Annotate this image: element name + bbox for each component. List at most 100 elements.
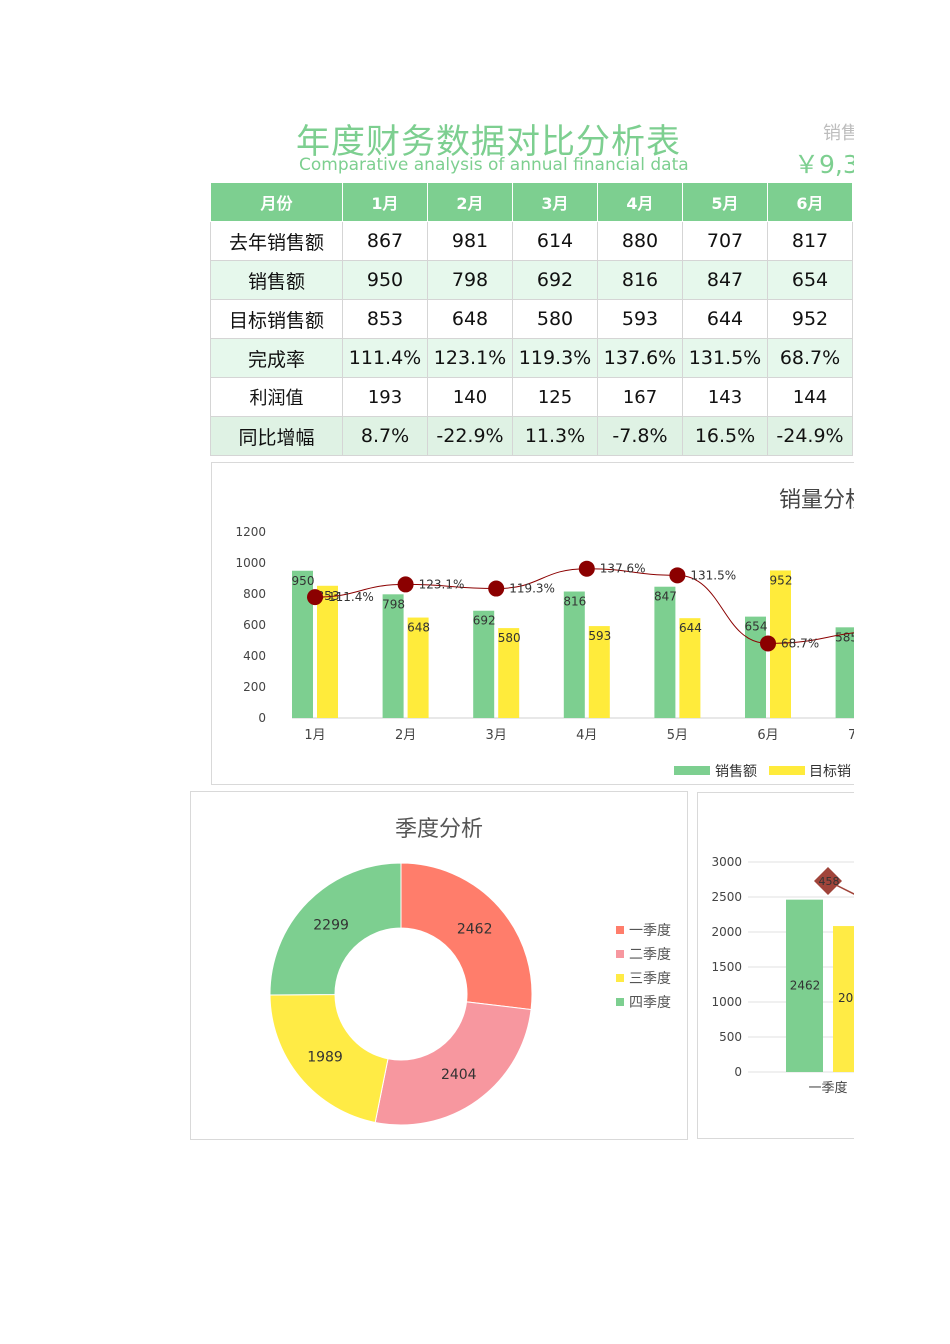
table-cell: 867 — [342, 221, 428, 261]
quarter-chart-panel: 季度分析 2462 2404 1989 2299 一季度 二季度 三季度 四季度 — [190, 791, 688, 1140]
y-tick-label: 400 — [243, 649, 266, 663]
table-cell: 817 — [767, 221, 853, 261]
completion-rate-point — [578, 560, 595, 577]
table-cell: -24.9% — [767, 416, 853, 456]
completion-rate-label: 137.6% — [600, 562, 646, 576]
table-row: 利润值 193 140 125 167 143 144 — [210, 377, 853, 417]
table-cell: 847 — [682, 260, 768, 300]
table-cell: 119.3% — [512, 338, 598, 378]
table-cell: 981 — [427, 221, 513, 261]
bar-label-sales: 816 — [563, 595, 586, 609]
completion-rate-point — [669, 567, 686, 584]
bar-target — [679, 618, 701, 718]
quarter-bar-chart: 0 500 1000 1500 2000 2500 3000 2462 208 一季度 458 — [711, 855, 854, 1096]
completion-rate-label: 68.7% — [781, 636, 819, 650]
legend-swatch — [616, 998, 624, 1006]
table-cell: 952 — [767, 299, 853, 339]
x-tick-label: 1月 — [304, 728, 325, 743]
y-tick-label: 200 — [243, 680, 266, 694]
table-cell: 654 — [767, 260, 853, 300]
x-tick-label: 4月 — [576, 728, 597, 743]
bar-target — [498, 628, 520, 718]
bar-q1-second — [833, 926, 854, 1072]
completion-rate-label: 131.5% — [690, 568, 736, 582]
y-tick-label: 2500 — [711, 890, 742, 904]
legend-label: 二季度 — [629, 947, 671, 963]
donut-slice — [374, 1001, 532, 1126]
dashboard-canvas: 年度财务数据对比分析表 Comparative analysis of annu… — [190, 122, 854, 1140]
page-title: 年度财务数据对比分析表 — [296, 122, 681, 162]
table-cell: 193 — [342, 377, 428, 417]
y-tick-label: 1200 — [235, 525, 266, 539]
legend-swatch — [616, 926, 624, 934]
completion-rate-point — [397, 576, 414, 593]
donut-slice — [400, 862, 533, 1011]
table-cell: 167 — [597, 377, 683, 417]
y-tick-label: 500 — [719, 1030, 742, 1044]
legend-label-target: 目标销 — [809, 764, 851, 780]
bar-label-target: 593 — [588, 629, 611, 643]
bar-label-target: 952 — [770, 573, 793, 587]
table-cell: 123.1% — [427, 338, 513, 378]
legend-label: 三季度 — [629, 971, 671, 987]
bar-label-target: 580 — [498, 631, 521, 645]
legend-swatch-sales — [674, 766, 710, 775]
bar-target — [317, 585, 338, 718]
slice-label: 1989 — [307, 1050, 343, 1066]
column-header: 3月 — [512, 182, 598, 222]
table-cell: 853 — [342, 299, 428, 339]
table-cell: 648 — [427, 299, 513, 339]
table-cell: -22.9% — [427, 416, 513, 456]
y-tick-label: 0 — [258, 711, 266, 725]
bar-q1 — [786, 899, 823, 1072]
kpi-value: ￥9,38 — [794, 150, 854, 179]
column-header: 5月 — [682, 182, 768, 222]
bar-label-sales: 798 — [382, 597, 405, 611]
sales-chart-panel: 销量分析0200400600800100012001月9508532月79864… — [211, 462, 854, 785]
table-cell: 144 — [767, 377, 853, 417]
bar-target — [407, 617, 429, 718]
table-cell: 798 — [427, 260, 513, 300]
table-row: 销售额 950 798 692 816 847 654 — [210, 260, 853, 300]
table-cell: 111.4% — [342, 338, 428, 378]
table-header-row: 月份 1月 2月 3月 4月 5月 6月 — [210, 182, 853, 222]
completion-rate-label: 123.1% — [419, 577, 465, 591]
column-header: 6月 — [767, 182, 853, 222]
bar-label-sales: 654 — [745, 620, 768, 634]
bar-label-sales: 692 — [473, 614, 496, 628]
column-header: 2月 — [427, 182, 513, 222]
table-cell: -7.8% — [597, 416, 683, 456]
slice-label: 2462 — [457, 922, 493, 938]
y-tick-label: 1000 — [235, 556, 266, 570]
y-tick-label: 1000 — [711, 995, 742, 1009]
y-tick-label: 1500 — [711, 960, 742, 974]
table-cell: 880 — [597, 221, 683, 261]
quarter-bar-panel: 0 500 1000 1500 2000 2500 3000 2462 208 一季度 458 — [697, 792, 854, 1139]
table-row: 同比增幅 8.7% -22.9% 11.3% -7.8% 16.5% -24.9… — [210, 416, 853, 456]
x-tick-label: 7月 — [848, 728, 854, 743]
legend-label: 一季度 — [629, 923, 671, 939]
row-label: 利润值 — [210, 377, 343, 417]
bar-label-sales: 585 — [835, 630, 854, 644]
page-subtitle: Comparative analysis of annual financial… — [299, 155, 689, 175]
y-tick-label: 2000 — [711, 925, 742, 939]
table-cell: 137.6% — [597, 338, 683, 378]
chart-title: 销量分析 — [779, 488, 854, 513]
row-label: 同比增幅 — [210, 416, 343, 456]
bar-label: 208 — [838, 991, 854, 1005]
table-cell: 16.5% — [682, 416, 768, 456]
legend-swatch — [616, 950, 624, 958]
completion-rate-label: 111.4% — [328, 590, 374, 604]
bar-target — [770, 570, 791, 718]
y-tick-label: 800 — [243, 587, 266, 601]
table-row: 完成率 111.4% 123.1% 119.3% 137.6% 131.5% 6… — [210, 338, 853, 378]
legend-label: 四季度 — [629, 995, 671, 1011]
table-cell: 950 — [342, 260, 428, 300]
completion-rate-label: 119.3% — [509, 582, 555, 596]
bar-target — [588, 626, 610, 718]
legend-swatch-target — [769, 766, 805, 775]
monthly-data-table: 月份 1月 2月 3月 4月 5月 6月 去年销售额 867 981 614 8… — [210, 182, 853, 456]
bar-sales — [292, 570, 313, 718]
table-cell: 580 — [512, 299, 598, 339]
